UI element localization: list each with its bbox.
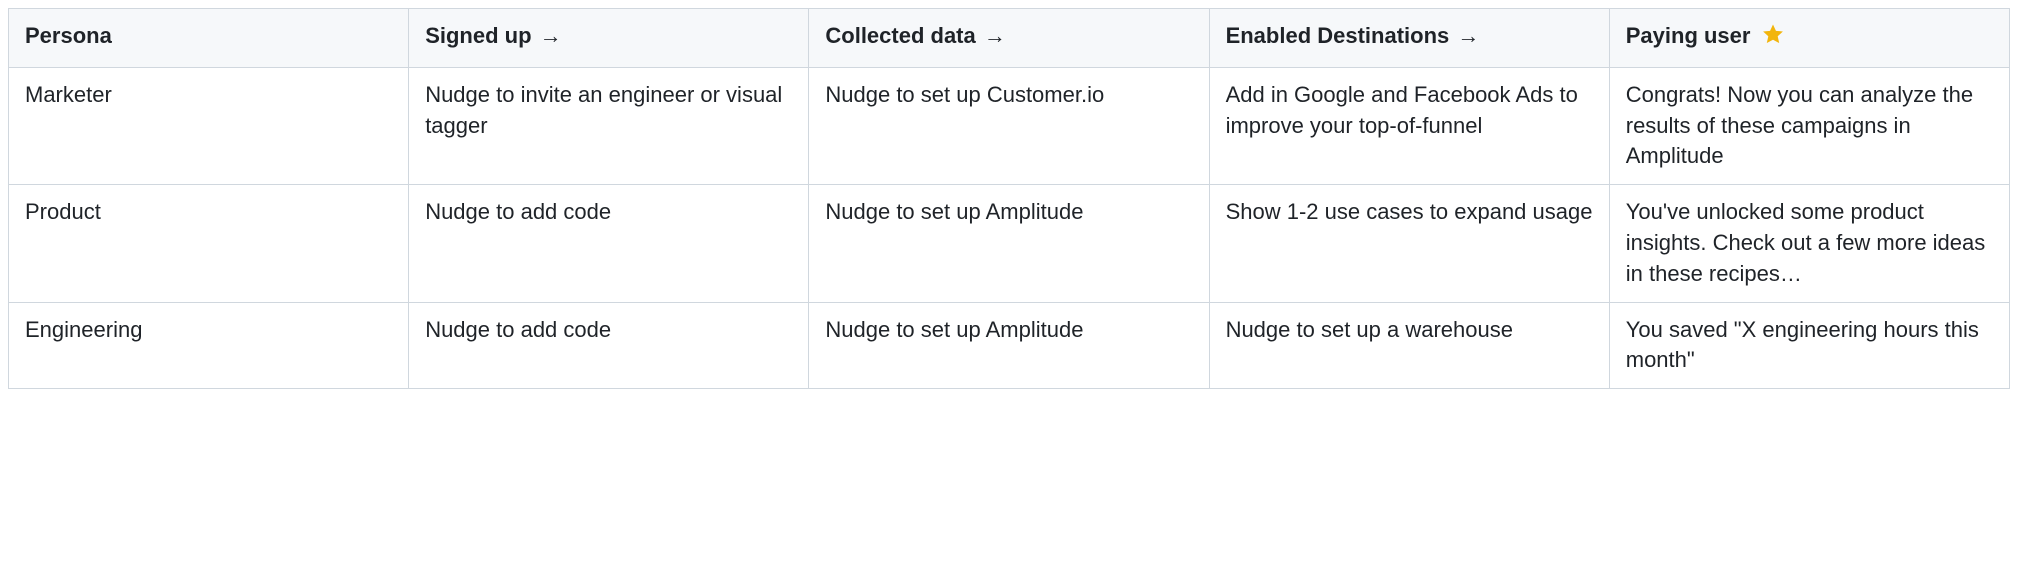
- table-header-row: Persona Signed up → Collected data → Ena…: [9, 9, 2010, 68]
- table-row: Engineering Nudge to add code Nudge to s…: [9, 302, 2010, 389]
- column-label: Persona: [25, 23, 112, 48]
- cell-signed-up: Nudge to add code: [409, 302, 809, 389]
- column-header-paying-user: Paying user: [1609, 9, 2009, 68]
- column-header-signed-up: Signed up →: [409, 9, 809, 68]
- star-path: [1763, 25, 1783, 44]
- column-label: Enabled Destinations: [1226, 23, 1450, 48]
- cell-paying-user: Congrats! Now you can analyze the result…: [1609, 67, 2009, 184]
- star-icon: [1761, 22, 1785, 55]
- table-row: Marketer Nudge to invite an engineer or …: [9, 67, 2010, 184]
- column-header-enabled-destinations: Enabled Destinations →: [1209, 9, 1609, 68]
- cell-persona: Engineering: [9, 302, 409, 389]
- cell-collected-data: Nudge to set up Amplitude: [809, 185, 1209, 302]
- column-label: Signed up: [425, 23, 531, 48]
- arrow-right-icon: →: [540, 21, 562, 52]
- cell-signed-up: Nudge to invite an engineer or visual ta…: [409, 67, 809, 184]
- table-row: Product Nudge to add code Nudge to set u…: [9, 185, 2010, 302]
- table-body: Marketer Nudge to invite an engineer or …: [9, 67, 2010, 388]
- cell-paying-user: You've unlocked some product insights. C…: [1609, 185, 2009, 302]
- column-header-collected-data: Collected data →: [809, 9, 1209, 68]
- cell-persona: Marketer: [9, 67, 409, 184]
- column-header-persona: Persona: [9, 9, 409, 68]
- arrow-right-icon: →: [984, 21, 1006, 52]
- cell-persona: Product: [9, 185, 409, 302]
- cell-paying-user: You saved "X engineering hours this mont…: [1609, 302, 2009, 389]
- persona-journey-table: Persona Signed up → Collected data → Ena…: [8, 8, 2010, 389]
- cell-enabled-destinations: Show 1-2 use cases to expand usage: [1209, 185, 1609, 302]
- cell-signed-up: Nudge to add code: [409, 185, 809, 302]
- cell-collected-data: Nudge to set up Amplitude: [809, 302, 1209, 389]
- cell-collected-data: Nudge to set up Customer.io: [809, 67, 1209, 184]
- column-label: Collected data: [825, 23, 975, 48]
- arrow-right-icon: →: [1457, 21, 1479, 52]
- cell-enabled-destinations: Add in Google and Facebook Ads to improv…: [1209, 67, 1609, 184]
- cell-enabled-destinations: Nudge to set up a warehouse: [1209, 302, 1609, 389]
- column-label: Paying user: [1626, 23, 1751, 48]
